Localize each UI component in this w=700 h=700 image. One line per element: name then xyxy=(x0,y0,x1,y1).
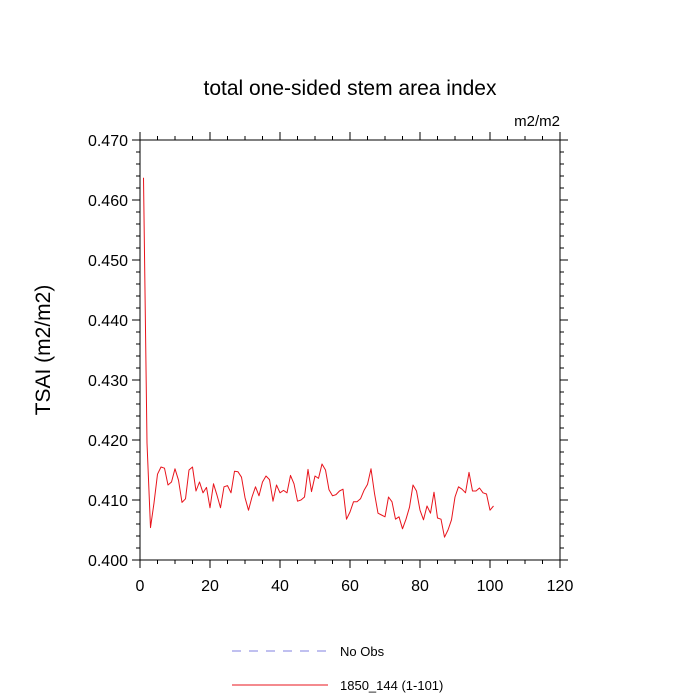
x-tick-label: 20 xyxy=(201,578,219,595)
y-tick-label: 0.430 xyxy=(88,373,128,390)
legend-label-1850-144: 1850_144 (1-101) xyxy=(340,678,443,693)
y-tick-label: 0.460 xyxy=(88,193,128,210)
axis-ticks xyxy=(132,132,568,568)
chart-title: total one-sided stem area index xyxy=(203,77,497,100)
legend: No Obs 1850_144 (1-101) xyxy=(232,644,443,693)
y-axis-tick-labels: 0.400 0.410 0.420 0.430 0.440 0.450 0.460 0.470 xyxy=(88,133,128,570)
y-tick-label: 0.410 xyxy=(88,493,128,510)
legend-label-no-obs: No Obs xyxy=(340,644,385,659)
y-axis-title: TSAI (m2/m2) xyxy=(32,285,55,416)
units-label: m2/m2 xyxy=(514,113,560,130)
x-tick-label: 120 xyxy=(547,578,574,595)
y-tick-label: 0.400 xyxy=(88,553,128,570)
plot-area xyxy=(139,139,561,561)
plot-border xyxy=(139,139,561,561)
series-layer xyxy=(143,177,494,538)
x-tick-label: 0 xyxy=(136,578,145,595)
y-tick-label: 0.420 xyxy=(88,433,128,450)
series-line-1850-144 xyxy=(143,177,494,538)
y-tick-label: 0.470 xyxy=(88,133,128,150)
y-tick-label: 0.440 xyxy=(88,313,128,330)
y-tick-label: 0.450 xyxy=(88,253,128,270)
x-tick-label: 40 xyxy=(271,578,289,595)
x-tick-label: 100 xyxy=(477,578,504,595)
x-axis-tick-labels: 0 20 40 60 80 100 120 xyxy=(136,578,574,595)
x-tick-label: 60 xyxy=(341,578,359,595)
x-tick-label: 80 xyxy=(411,578,429,595)
